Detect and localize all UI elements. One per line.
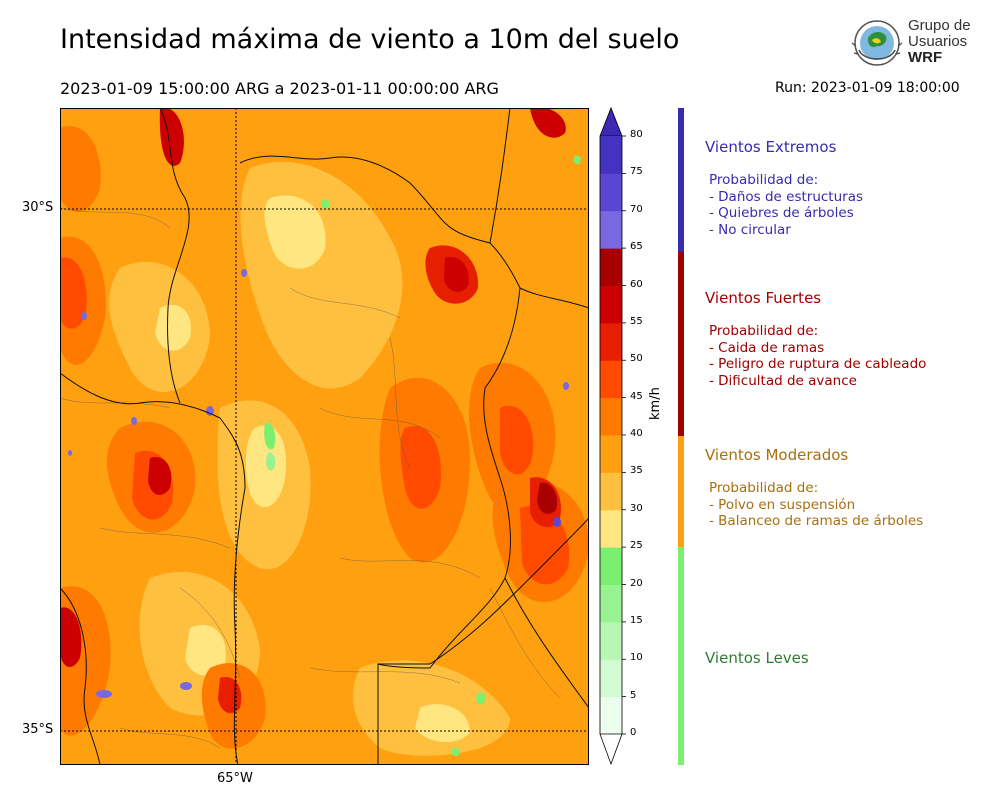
logo-line-2: Usuarios [908,33,968,50]
colorbar-segment [600,322,622,361]
colorbar-tick-label: 50 [630,353,643,365]
date-range: 2023-01-09 15:00:00 ARG a 2023-01-11 00:… [60,79,499,98]
colorbar-tick-label: 30 [630,502,643,514]
category-title-extreme: Vientos Extremos [705,138,837,156]
category-desc-line: - No circular [709,221,791,238]
run-timestamp: Run: 2023-01-09 18:00:00 [775,80,960,96]
colorbar-tick-label: 15 [630,614,643,626]
category-desc-line: - Polvo en suspensión [709,496,856,513]
colorbar-segment [600,472,622,511]
colorbar-tick-label: 5 [630,689,637,701]
logo-line-1: Grupo de [908,17,971,34]
category-bar [678,108,684,765]
colorbar-svg [599,106,626,766]
colorbar-tick-label: 0 [630,727,637,738]
category-desc-line: Probabilidad de: [709,323,819,339]
category-desc-line: Probabilidad de: [709,172,819,188]
colorbar-segment [600,659,622,698]
colorbar-tick-label: 80 [630,129,643,140]
logo-line-3: WRF [908,49,943,66]
colorbar-segment [600,509,622,548]
colorbar-segment [600,173,622,212]
colorbar-segment [600,397,622,436]
colorbar [596,106,676,768]
category-desc-extreme: Probabilidad de: - Daños de estructuras … [709,172,863,238]
colorbar-segment [600,285,622,324]
colorbar-segment [600,696,622,735]
wind-map [60,108,589,765]
colorbar-segment [600,547,622,585]
colorbar-tick-label: 20 [630,577,643,589]
wind-map-svg [60,108,589,765]
category-bar-light [678,547,684,765]
wrf-logo: Grupo de Usuarios WRF [848,16,973,72]
colorbar-segment [600,435,622,473]
category-bar-strong [678,252,684,436]
category-title-strong: Vientos Fuertes [705,289,822,307]
colorbar-tick-label: 65 [630,241,643,253]
category-desc-line: - Caida de ramas [709,339,825,356]
colorbar-segment [600,248,622,286]
category-bar-extreme [678,108,684,252]
category-desc-moderate: Probabilidad de: - Polvo en suspensión -… [709,480,923,530]
colorbar-tick-label: 10 [630,652,643,664]
colorbar-tick-label: 75 [630,166,643,178]
page-title: Intensidad máxima de viento a 10m del su… [60,24,680,55]
colorbar-tick-label: 25 [630,540,643,552]
category-title-moderate: Vientos Moderados [705,446,849,464]
colorbar-segment [600,210,622,249]
colorbar-segment [600,360,622,399]
category-desc-line: Probabilidad de: [709,480,819,496]
colorbar-tick-label: 40 [630,428,643,439]
colorbar-segment [600,136,622,174]
colorbar-segment [600,621,622,660]
category-desc-line: - Quiebres de árboles [709,205,854,221]
colorbar-over-arrow [599,106,623,137]
colorbar-segment [600,584,622,623]
category-desc-line: - Peligro de ruptura de cableado [709,356,927,372]
colorbar-under-arrow [599,733,623,766]
category-desc-line: - Balanceo de ramas de árboles [709,513,924,529]
colorbar-tick-label: 35 [630,465,643,477]
category-title-light: Vientos Leves [705,649,809,667]
lon-label-65w: 65°W [217,771,253,786]
globe-logo-icon [851,20,903,66]
lat-label-35s: 35°S [22,722,54,737]
colorbar-unit: km/h [648,387,663,420]
category-desc-line: - Dificultad de avance [709,372,857,389]
category-bar-moderate [678,436,684,547]
category-desc-strong: Probabilidad de: - Caida de ramas - Peli… [709,323,926,389]
colorbar-tick-label: 60 [630,278,643,290]
lat-label-30s: 30°S [22,200,54,215]
category-desc-line: - Daños de estructuras [709,188,864,205]
colorbar-tick-label: 70 [630,203,643,215]
colorbar-tick-label: 45 [630,390,643,402]
colorbar-tick-label: 55 [630,315,643,327]
